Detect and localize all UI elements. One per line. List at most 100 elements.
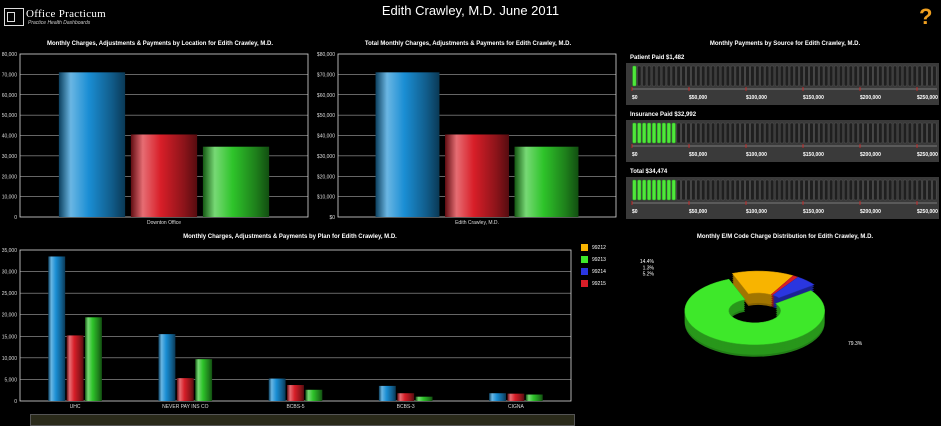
pie-label: 1.3% (643, 266, 655, 272)
gauge-segment (711, 65, 716, 87)
logo-name: Office Practicum (26, 8, 107, 20)
gauge-segment (902, 65, 907, 87)
gauge-segment (750, 65, 755, 87)
logo-tagline: Practice Health Dashboards (28, 20, 91, 26)
gauge-segment (897, 65, 903, 87)
gauge-segment (765, 179, 770, 201)
x-tick-label: UHC (70, 404, 81, 410)
gauge-label: Insurance Paid $32,992 (630, 112, 697, 118)
gauge-segment (819, 179, 824, 201)
gauge-segment (755, 65, 760, 87)
gauge-segment (715, 179, 720, 201)
gauge-segment (893, 179, 898, 201)
gauge-segment (799, 179, 804, 201)
gauge-segment (819, 122, 824, 144)
gauge-segment (735, 122, 740, 144)
gauge-segment (647, 65, 652, 87)
legend-item: 99214 (581, 268, 606, 280)
gauge-segment (632, 65, 637, 87)
gauge-segment (843, 179, 848, 201)
gauge-segment (794, 179, 799, 201)
gauge-segment (917, 122, 922, 144)
gauge-segment (701, 179, 706, 201)
gauge-segment (912, 65, 917, 87)
gauge-segment (868, 179, 873, 201)
gauge-segment (863, 122, 868, 144)
pie-label: 5.2% (643, 271, 655, 277)
y-tick-label: $0 (329, 215, 335, 221)
gauge-segment (853, 65, 858, 87)
gauge-segment (838, 65, 843, 87)
gauge-segment (696, 122, 701, 144)
gauge-segment (789, 65, 794, 87)
gauge-tick-label: $100,000 (746, 152, 767, 158)
y-tick-label: $40,000 (317, 134, 335, 140)
gauge-segment (720, 65, 725, 87)
gauge-tick-label: $150,000 (803, 209, 824, 215)
y-tick-label: 30,000 (2, 270, 18, 276)
x-tick-label: BCBS-3 (397, 404, 415, 410)
gauge-segment (676, 122, 681, 144)
y-tick-label: 30,000 (2, 154, 18, 160)
gauge-segment (652, 122, 657, 144)
y-tick-label: 0 (14, 399, 17, 405)
pie-label: 14.4% (640, 259, 655, 265)
gauge-segment (779, 179, 784, 201)
gauge-segment (647, 122, 652, 144)
gauge-segment (691, 179, 696, 201)
gauge-segment (814, 122, 819, 144)
gauge-segment (799, 65, 804, 87)
bar (375, 72, 440, 218)
gauge-segment (750, 122, 755, 144)
chart-scrollbar[interactable] (30, 414, 575, 426)
gauge-segment (706, 65, 711, 87)
gauge-segment (868, 65, 873, 87)
gauge-segment (858, 65, 863, 87)
gauge-segment (922, 179, 927, 201)
total-chart-title: Total Monthly Charges, Adjustments & Pay… (364, 41, 572, 47)
gauge-segment (843, 122, 848, 144)
gauge-segment (701, 65, 706, 87)
gauge-segment (799, 122, 804, 144)
gauge-segment (853, 179, 858, 201)
gauge-segment (775, 65, 780, 87)
gauge-segment (676, 179, 681, 201)
gauge-segment (927, 122, 932, 144)
gauge-segment (720, 122, 725, 144)
question-mark-icon[interactable]: ? (919, 4, 933, 29)
gauge-segment (868, 122, 873, 144)
y-tick-label: 20,000 (2, 313, 18, 319)
y-tick-label: 25,000 (2, 291, 18, 297)
y-tick-label: 35,000 (2, 248, 18, 254)
gauge-segment (720, 179, 725, 201)
gauge-segment (838, 179, 843, 201)
y-tick-label: $50,000 (317, 113, 335, 119)
pie-legend: 99212 99213 99214 99215 (581, 244, 606, 292)
bar (445, 134, 509, 217)
gauge-tick-label: $0 (632, 152, 638, 158)
y-tick-label: 10,000 (2, 356, 18, 362)
bar (48, 256, 66, 401)
gauge-segment (784, 122, 789, 144)
gauge-segment (715, 65, 720, 87)
bar (130, 134, 198, 217)
gauge-tick-label: $50,000 (689, 209, 707, 215)
y-tick-label: 15,000 (2, 334, 18, 340)
gauge-segment (784, 179, 789, 201)
gauge-segment (809, 122, 814, 144)
bar (287, 385, 304, 401)
x-tick-label: CIGNA (508, 404, 525, 410)
gauge-segment (902, 179, 907, 201)
gauge-segment (681, 179, 686, 201)
gauge-segment (927, 179, 932, 201)
gauge-segment (671, 65, 676, 87)
gauge-segment (686, 65, 691, 87)
y-tick-label: 5,000 (4, 377, 17, 383)
gauge-tick-label: $50,000 (689, 152, 707, 158)
gauge-segment (760, 179, 765, 201)
office-practicum-logo: Office Practicum Practice Health Dashboa… (4, 6, 124, 28)
gauge-segment (824, 179, 829, 201)
gauge-segment (893, 122, 898, 144)
x-tick-label: Edith Crawley, M.D. (455, 220, 499, 226)
gauge-segment (834, 65, 839, 87)
